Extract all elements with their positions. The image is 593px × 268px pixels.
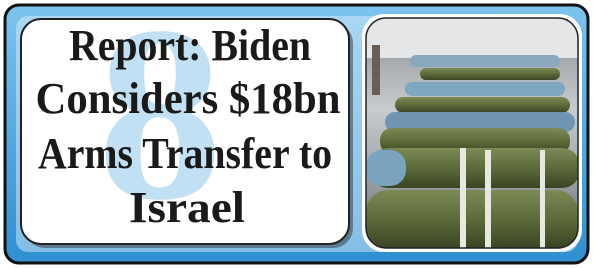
headline-line: Israel <box>129 183 245 232</box>
photo <box>366 18 580 248</box>
headline-line: Report: Biden <box>69 21 311 70</box>
headline-line: Considers $18bn <box>36 74 341 123</box>
headline-line: Arms Transfer to <box>38 129 332 178</box>
news-card: 8 Report: Biden Considers $18bn Arms Tra… <box>0 0 593 268</box>
